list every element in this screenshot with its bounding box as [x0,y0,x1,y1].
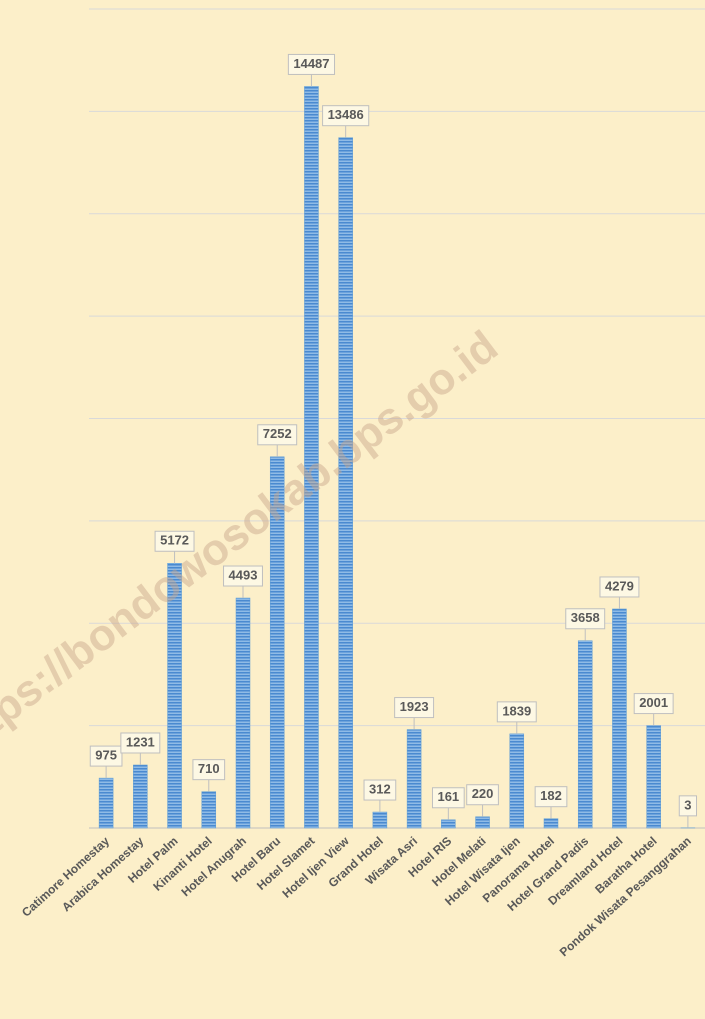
data-label: 182 [540,788,562,803]
data-label-box [496,701,537,723]
data-label-box [322,105,370,127]
data-label-box [154,530,195,552]
data-label-box [678,795,698,817]
data-label-box [120,732,161,754]
data-label: 3658 [571,610,600,625]
data-label: 220 [472,786,494,801]
data-label: 7252 [263,426,292,441]
bar [201,791,217,829]
bar [133,764,148,829]
bar [441,819,456,829]
data-label-box [565,608,606,630]
data-label-box [466,784,499,806]
bar [98,777,114,829]
data-label: 14487 [293,56,329,71]
data-label: 3 [684,797,691,812]
data-label-box [89,745,123,767]
data-label: 5172 [160,533,189,548]
data-label-box [633,693,674,715]
data-label-box [599,576,640,598]
bar [612,608,627,829]
bar [543,818,559,829]
data-label: 975 [95,748,117,763]
bar [646,725,661,829]
bar [475,816,490,829]
data-label-box [192,759,226,781]
bar [577,640,593,829]
data-label-box [363,779,397,801]
data-label: 4493 [229,567,258,582]
data-label: 161 [437,789,459,804]
bar [406,729,422,829]
data-label: 1839 [502,703,531,718]
data-label: 4279 [605,578,634,593]
data-label-box [394,697,435,719]
data-label: 2001 [639,695,668,710]
data-label-box [287,53,336,75]
data-label: 1231 [126,734,155,749]
data-label-box [223,565,263,587]
bar [235,597,251,829]
bar [372,811,388,829]
data-label-box [431,787,465,809]
data-label-box [257,424,298,446]
data-label-box [534,786,568,808]
bar [509,733,525,829]
data-label: 13486 [328,107,364,122]
data-label: 312 [369,781,391,796]
data-label: 710 [198,761,220,776]
data-label: 1923 [400,699,429,714]
